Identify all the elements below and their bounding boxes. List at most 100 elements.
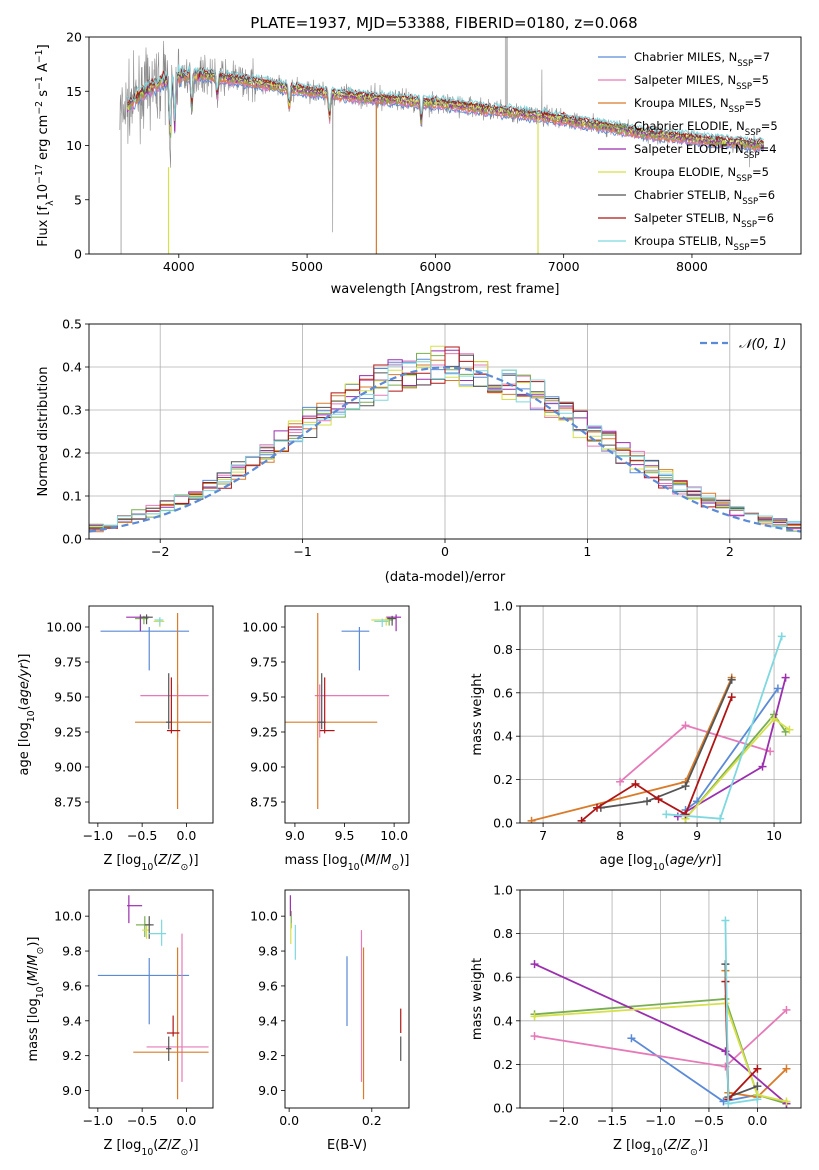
legend-entry: Salpeter ELODIE, NSSP=4 bbox=[634, 142, 777, 161]
x-tick-label: 5000 bbox=[291, 259, 323, 274]
x-tick-label: −2.0 bbox=[548, 1113, 578, 1128]
mass-weight-marker bbox=[724, 1099, 733, 1108]
residual-histogram bbox=[89, 361, 801, 531]
y-tick-label: 9.2 bbox=[258, 1048, 278, 1063]
legend-entry: Chabrier MILES, NSSP=7 bbox=[634, 50, 770, 69]
axes-frame bbox=[284, 605, 410, 824]
y-tick-label: 9.25 bbox=[54, 725, 82, 740]
mass-axis-label: mass [log10(M/M⊙)] bbox=[26, 937, 46, 1062]
mass-weight-marker bbox=[782, 1097, 791, 1106]
x-tick-label: 8000 bbox=[676, 259, 708, 274]
y-tick-label: 0.4 bbox=[62, 360, 82, 375]
mass-weight-marker bbox=[721, 916, 730, 925]
residuals-x-axis-label: (data-model)/error bbox=[385, 570, 506, 585]
x-tick-label: 0.0 bbox=[176, 828, 196, 843]
mass-weight-marker bbox=[681, 782, 690, 791]
x-tick-label: 9.0 bbox=[285, 828, 305, 843]
mass-weight-marker bbox=[719, 1097, 728, 1106]
mass-vs-metallicity-panel: −1.0 −0.5 0.0 9.0 9.2 9.4 9.6 9.8 10.0 Z [log10(Z… bbox=[26, 889, 214, 1158]
mass-weight-series bbox=[673, 673, 790, 821]
residuals-panel: −2 −1 0 1 2 0.0 0.1 0.2 0.3 0.4 0.5 (data-model)/er… bbox=[36, 317, 802, 585]
errorbar-point bbox=[100, 627, 190, 671]
errorbar-point bbox=[386, 614, 402, 632]
age-vs-metallicity-panel: −1.0 −0.5 0.0 8.75 9.00 9.25 9.50 9.75 10.00 Z [l… bbox=[17, 605, 214, 873]
spectrum-panel: 4000 5000 6000 7000 8000 0 5 10 15 20 wavelength [… bbox=[34, 30, 802, 297]
y-tick-label: 0.0 bbox=[62, 532, 82, 547]
mass-weight-marker bbox=[681, 810, 690, 819]
mass-weight-series bbox=[721, 916, 762, 1108]
x-tick-label: 6000 bbox=[419, 259, 451, 274]
mass-weight-marker bbox=[681, 721, 690, 730]
y-tick-label: 9.00 bbox=[250, 760, 278, 775]
mass-weight-marker bbox=[758, 762, 767, 771]
y-tick-label: 9.0 bbox=[62, 1083, 82, 1098]
errorbar-point bbox=[387, 615, 397, 626]
y-tick-label: 9.6 bbox=[258, 978, 278, 993]
mass-weight-marker bbox=[721, 977, 730, 986]
mass-weight-marker bbox=[673, 812, 682, 821]
y-tick-label: 10.0 bbox=[250, 909, 278, 924]
age-axis-label: age [log10(age/yr)] bbox=[599, 853, 721, 873]
y-tick-label: 9.00 bbox=[54, 760, 82, 775]
x-tick-label: 0.0 bbox=[747, 1113, 767, 1128]
figure-title: PLATE=1937, MJD=53388, FIBERID=0180, z=0… bbox=[250, 14, 637, 32]
y-tick-label: 8.75 bbox=[250, 795, 278, 810]
errorbar-point bbox=[166, 677, 181, 734]
legend-entry: Salpeter STELIB, NSSP=6 bbox=[634, 211, 774, 230]
mass-weight-marker bbox=[777, 632, 786, 641]
errorbar-point bbox=[148, 919, 167, 946]
legend-entry: Kroupa ELODIE, NSSP=5 bbox=[634, 165, 769, 184]
x-tick-label: 0.2 bbox=[362, 1113, 382, 1128]
y-tick-label: 0.2 bbox=[493, 1057, 513, 1072]
y-tick-label: 0.4 bbox=[493, 729, 513, 744]
mass-weight-marker bbox=[766, 747, 775, 756]
mass-weight-marker bbox=[727, 693, 736, 702]
y-tick-label: 15 bbox=[66, 84, 82, 99]
mass-weight-marker bbox=[627, 1034, 636, 1043]
mass-weight-marker bbox=[592, 803, 601, 812]
mass-weight-marker bbox=[654, 795, 663, 804]
legend-entry: Chabrier STELIB, NSSP=6 bbox=[634, 188, 775, 207]
metallicity-axis-label: Z [log10(Z/Z⊙)] bbox=[103, 853, 198, 873]
mass-weight-marker bbox=[662, 810, 671, 819]
y-tick-label: 9.0 bbox=[258, 1083, 278, 1098]
mass-weight-marker bbox=[753, 1064, 762, 1073]
errorbar-point bbox=[317, 673, 326, 730]
x-tick-label: −1.0 bbox=[645, 1113, 675, 1128]
x-tick-label: 7000 bbox=[548, 259, 580, 274]
mass-weight-marker bbox=[577, 816, 586, 823]
legend-entry: Chabrier ELODIE, NSSP=5 bbox=[634, 119, 778, 138]
mass-weight-series bbox=[527, 673, 736, 823]
residual-histogram bbox=[89, 346, 801, 530]
y-tick-label: 9.50 bbox=[54, 690, 82, 705]
errorbar-point bbox=[314, 684, 390, 738]
x-tick-label: 4000 bbox=[163, 259, 195, 274]
errorbar-point bbox=[139, 614, 153, 625]
y-tick-label: 9.8 bbox=[258, 944, 278, 959]
mass-weight-axis-label: mass weight bbox=[470, 673, 485, 755]
mass-vs-extinction-panel: 0.0 0.2 9.0 9.2 9.4 9.6 9.8 10.0 E(B-V) bbox=[250, 889, 410, 1153]
legend-entry: Kroupa STELIB, NSSP=5 bbox=[634, 234, 766, 253]
errorbar-point bbox=[135, 613, 212, 809]
y-tick-label: 9.50 bbox=[250, 690, 278, 705]
errorbar-point bbox=[127, 895, 143, 924]
y-tick-label: 9.25 bbox=[250, 725, 278, 740]
y-tick-label: 0.2 bbox=[62, 446, 82, 461]
residuals-y-axis-label: Normed distribution bbox=[36, 367, 51, 497]
x-tick-label: 9.5 bbox=[335, 828, 355, 843]
y-tick-label: 1.0 bbox=[493, 599, 513, 614]
errorbar-point bbox=[319, 677, 335, 734]
mass-weight-series bbox=[616, 721, 775, 786]
x-tick-label: 10 bbox=[766, 828, 782, 843]
x-tick-label: 9 bbox=[693, 828, 701, 843]
metallicity-axis-label: Z [log10(Z/Z⊙)] bbox=[103, 1138, 198, 1158]
y-tick-label: 0 bbox=[74, 247, 82, 262]
mass-weight-series bbox=[530, 1005, 791, 1071]
mass-weight-marker bbox=[643, 797, 652, 806]
axes-frame bbox=[88, 605, 214, 824]
x-tick-label: 0 bbox=[441, 544, 449, 559]
y-tick-label: 9.4 bbox=[62, 1013, 82, 1028]
y-tick-label: 0.8 bbox=[493, 926, 513, 941]
x-tick-label: 10.0 bbox=[380, 828, 408, 843]
